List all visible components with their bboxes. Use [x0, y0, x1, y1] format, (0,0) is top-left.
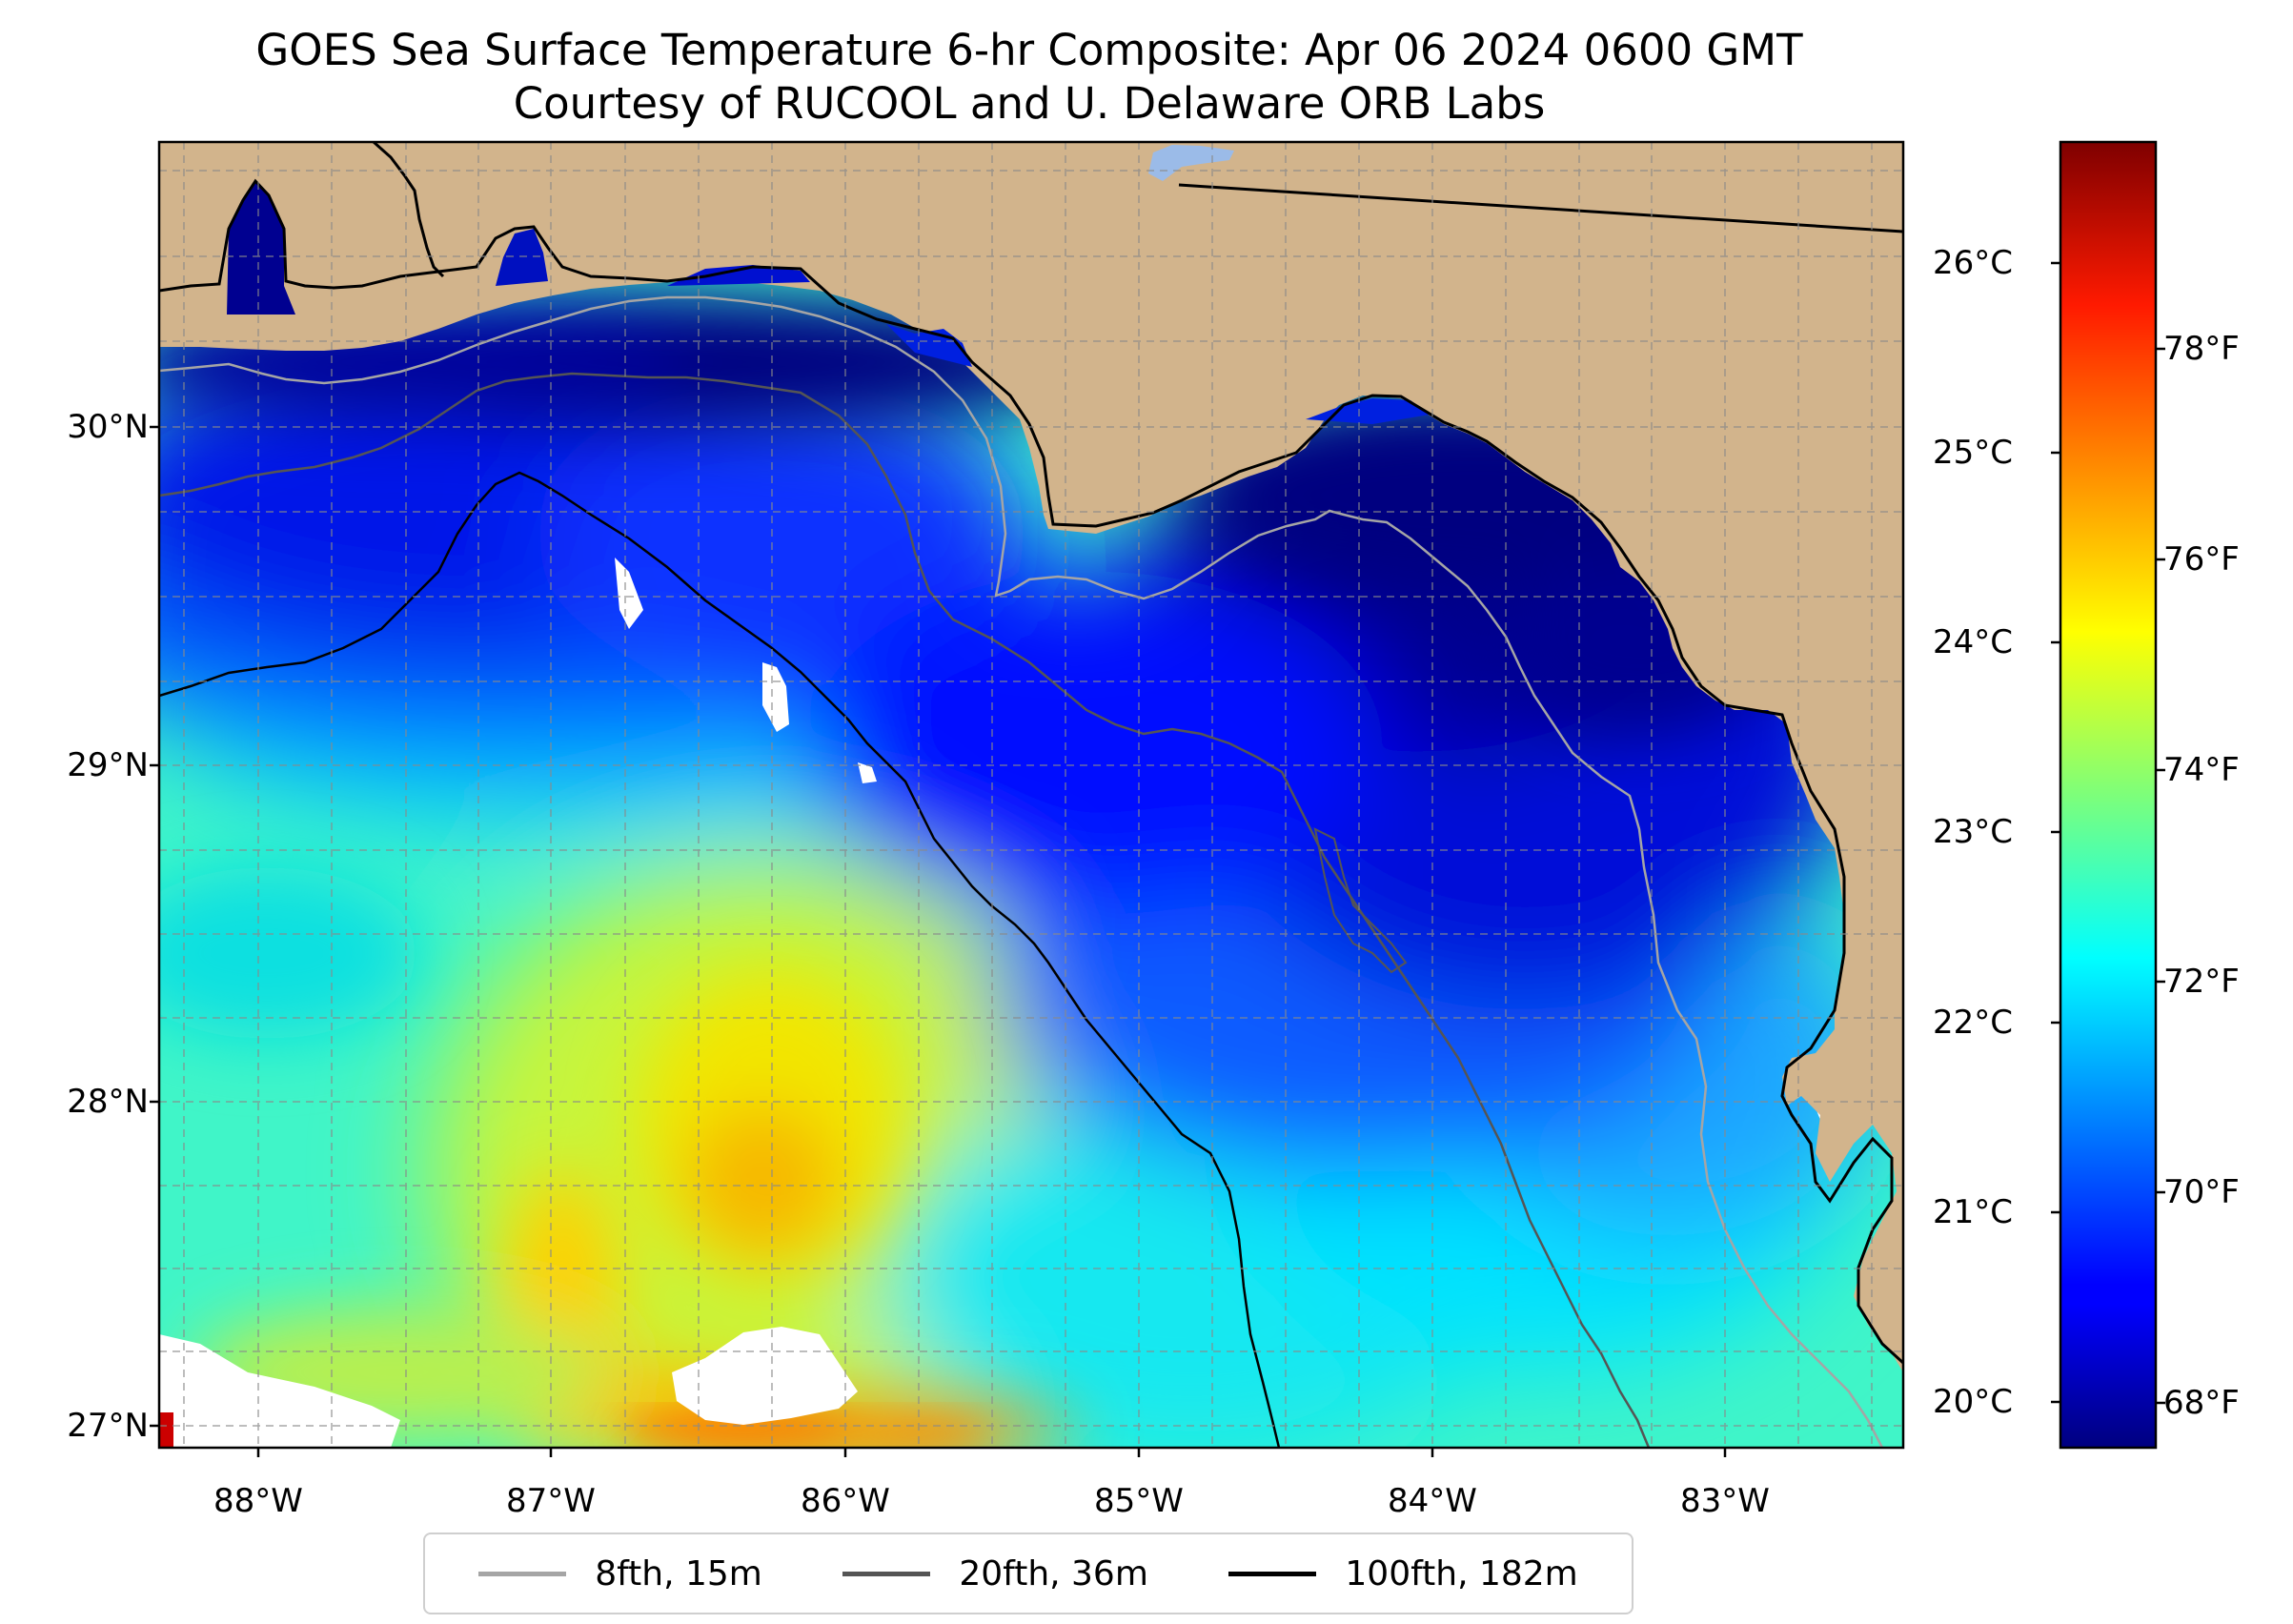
- gridlines: [159, 142, 1903, 1448]
- land: [159, 142, 1903, 1372]
- colorbar-ticks: [2051, 261, 2165, 1405]
- colorbar-celsius-label: 22°C: [1933, 1004, 2014, 1042]
- tick-marks: [150, 425, 1727, 1457]
- legend-item-100fth: 100fth, 182m: [1228, 1553, 1578, 1594]
- lat-tick-label: 30°N: [67, 408, 149, 446]
- colorbar-celsius-label: 24°C: [1933, 623, 2014, 661]
- chart-subtitle: Courtesy of RUCOOL and U. Delaware ORB L…: [513, 78, 1546, 129]
- colorbar-fahrenheit-label: 68°F: [2163, 1384, 2240, 1422]
- colorbar-fahrenheit-label: 70°F: [2163, 1173, 2240, 1211]
- lon-tick-label: 86°W: [801, 1482, 890, 1520]
- legend-label: 8fth, 15m: [595, 1553, 762, 1594]
- chart-title: GOES Sea Surface Temperature 6-hr Compos…: [255, 25, 1803, 75]
- colorbar-fahrenheit-label: 78°F: [2163, 330, 2240, 368]
- lon-tick-label: 87°W: [506, 1482, 596, 1520]
- lat-tick-label: 28°N: [67, 1083, 149, 1121]
- isobath-8fth: [159, 295, 1884, 1448]
- lon-tick-label: 84°W: [1388, 1482, 1477, 1520]
- lat-tick-label: 27°N: [67, 1407, 149, 1445]
- colorbar-celsius-label: 20°C: [1933, 1383, 2014, 1421]
- map-frame: [157, 140, 1905, 1450]
- legend-item-20fth: 20fth, 36m: [842, 1554, 1148, 1594]
- legend-label: 20fth, 36m: [959, 1553, 1148, 1594]
- colorbar-celsius-label: 25°C: [1933, 434, 2014, 472]
- legend-swatch: [842, 1571, 931, 1576]
- colorbar-celsius-label: 21°C: [1933, 1193, 2014, 1231]
- legend-swatch: [1228, 1571, 1317, 1576]
- colorbar-fahrenheit-label: 76°F: [2163, 540, 2240, 579]
- legend: 8fth, 15m 20fth, 36m 100fth, 182m: [423, 1533, 1634, 1614]
- lon-tick-label: 85°W: [1094, 1482, 1184, 1520]
- colorbar-celsius-label: 23°C: [1933, 813, 2014, 851]
- isobath-20fth: [159, 372, 1651, 1448]
- colorbar-fahrenheit-label: 74°F: [2163, 751, 2240, 789]
- lon-tick-label: 83°W: [1680, 1482, 1770, 1520]
- coastline: [159, 178, 1903, 1365]
- lat-tick-label: 29°N: [67, 746, 149, 784]
- legend-label: 100fth, 182m: [1345, 1553, 1578, 1594]
- isobath-100fth: [159, 471, 1281, 1448]
- lon-tick-label: 88°W: [213, 1482, 303, 1520]
- colorbar-fahrenheit-label: 72°F: [2163, 963, 2240, 1001]
- legend-item-8fth: 8fth, 15m: [478, 1554, 762, 1594]
- colorbar: [2059, 140, 2158, 1450]
- state-border: [1178, 183, 1903, 233]
- colorbar-celsius-label: 26°C: [1933, 244, 2014, 282]
- legend-swatch: [478, 1571, 567, 1576]
